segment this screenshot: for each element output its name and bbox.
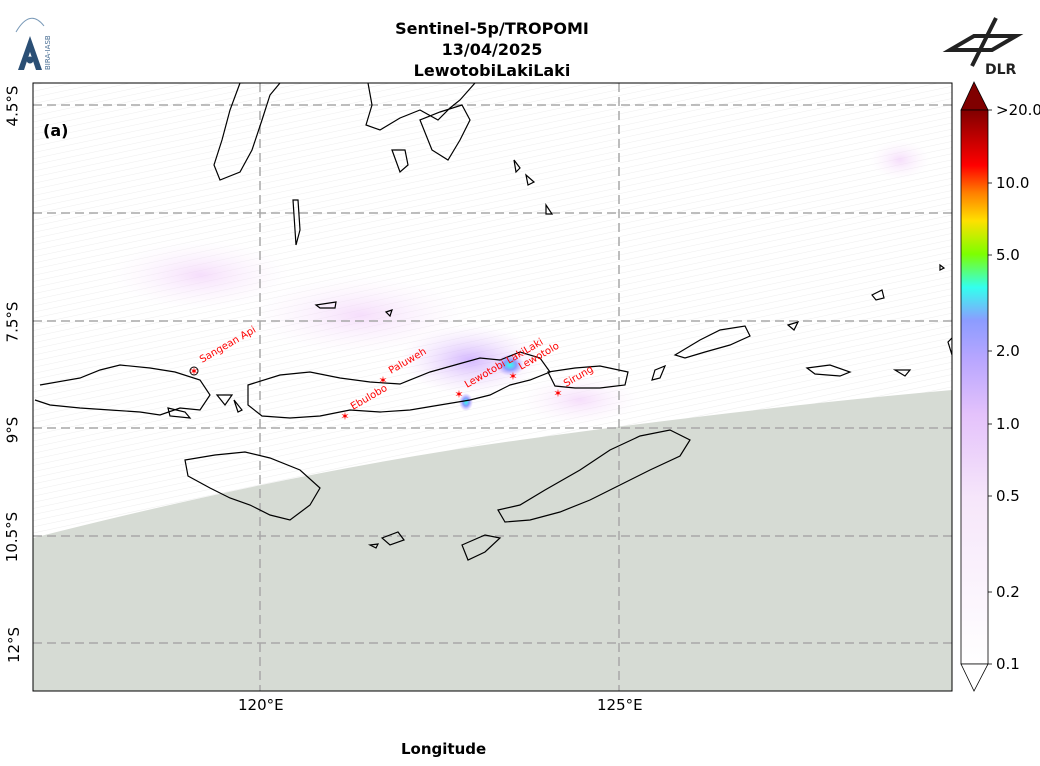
colorbar-tick-1: 1.0 bbox=[996, 415, 1020, 433]
svg-text:✶: ✶ bbox=[454, 388, 463, 401]
colorbar-tick-0-1: 0.1 bbox=[996, 655, 1020, 673]
title-line-3: LewotobiLakiLaki bbox=[413, 61, 571, 80]
panel-label: (a) bbox=[43, 121, 69, 140]
bira-iasb-logo: BIRA-IASB bbox=[15, 17, 52, 70]
svg-text:BIRA-IASB: BIRA-IASB bbox=[44, 35, 52, 70]
colorbar bbox=[960, 81, 992, 692]
y-tick-9s: 9°S bbox=[3, 416, 22, 444]
colorbar-tick-2: 2.0 bbox=[996, 342, 1020, 360]
title-line-2: 13/04/2025 bbox=[441, 40, 543, 59]
y-tick-7-5s: 7.5°S bbox=[3, 301, 22, 343]
colorbar-tick-5: 5.0 bbox=[996, 246, 1020, 264]
so2-plume-core bbox=[400, 325, 540, 395]
no-data-region bbox=[33, 390, 952, 691]
map-area: ✶ ✶ ✶ ✶ ✶ ✶ Sangean Api Paluweh Ebulobo … bbox=[33, 83, 952, 691]
colorbar-tick-0-2: 0.2 bbox=[996, 583, 1020, 601]
y-tick-12s: 12°S bbox=[5, 626, 24, 664]
colorbar-tick-20: >20.0 bbox=[996, 101, 1040, 119]
map-frame bbox=[32, 82, 953, 692]
y-tick-10-5s: 10.5°S bbox=[3, 511, 22, 563]
volcano-markers: ✶ ✶ ✶ ✶ ✶ ✶ bbox=[189, 365, 562, 423]
x-tick-120e: 120°E bbox=[238, 696, 284, 714]
y-tick-4-5s: 4.5°S bbox=[3, 85, 22, 127]
svg-text:DLR: DLR bbox=[985, 62, 1017, 78]
svg-text:✶: ✶ bbox=[553, 387, 562, 400]
so2-plume-east bbox=[520, 375, 640, 425]
so2-hotspot-2 bbox=[459, 393, 473, 411]
x-axis-title: Longitude bbox=[401, 740, 487, 758]
svg-text:✶: ✶ bbox=[378, 374, 387, 387]
svg-text:✶: ✶ bbox=[340, 410, 349, 423]
graticule bbox=[33, 83, 952, 691]
coastlines bbox=[34, 83, 952, 561]
x-tick-125e: 125°E bbox=[597, 696, 643, 714]
colorbar-tick-10: 10.0 bbox=[996, 174, 1030, 192]
so2-plume-ne bbox=[870, 140, 930, 180]
svg-text:✶: ✶ bbox=[189, 365, 198, 378]
so2-plume-mid bbox=[250, 275, 470, 355]
svg-text:✶: ✶ bbox=[508, 370, 517, 383]
colorbar-tick-0-5: 0.5 bbox=[996, 487, 1020, 505]
so2-plume-west bbox=[110, 240, 290, 310]
so2-hotspot bbox=[496, 354, 524, 376]
title-line-1: Sentinel-5p/TROPOMI bbox=[395, 19, 589, 38]
dlr-logo: DLR bbox=[942, 17, 1024, 78]
